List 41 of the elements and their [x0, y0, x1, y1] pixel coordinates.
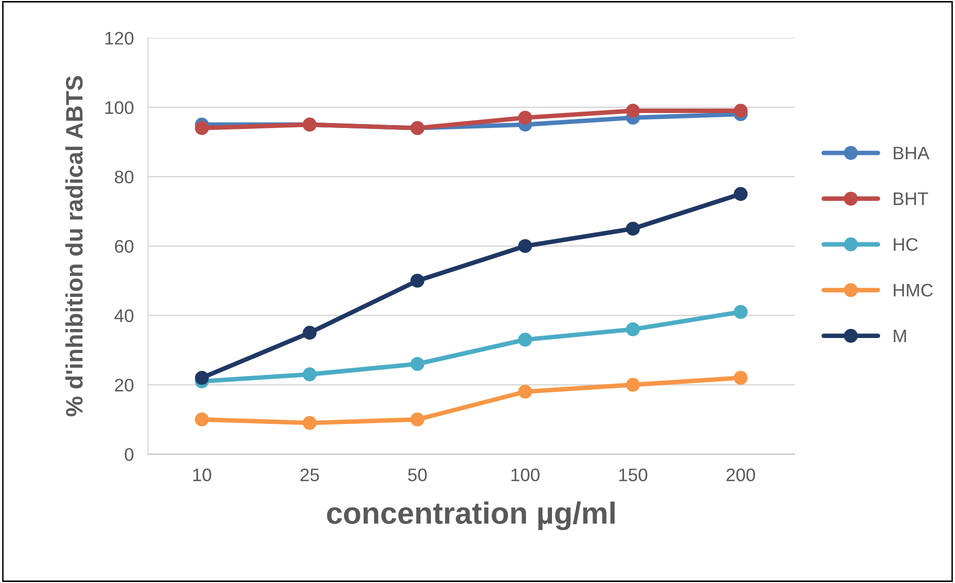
- x-axis-title: concentration µg/ml: [327, 502, 615, 530]
- legend-label: HC: [894, 238, 918, 251]
- y-tick-label: 80: [114, 170, 134, 184]
- point: [302, 367, 317, 382]
- point: [734, 187, 748, 201]
- point: [518, 110, 532, 125]
- y-tick-label: 0: [124, 448, 134, 461]
- point: [518, 239, 532, 253]
- point: [734, 304, 748, 319]
- point: [410, 412, 424, 426]
- point: [626, 322, 640, 336]
- point: [194, 370, 209, 385]
- x-tick-label: 100: [511, 468, 540, 482]
- legend-label: BHT: [894, 192, 928, 205]
- x-tick-label: 50: [408, 468, 427, 482]
- y-tick-label: 40: [114, 309, 134, 322]
- point: [518, 384, 532, 399]
- x-tick-label: 200: [726, 468, 756, 482]
- point: [410, 274, 424, 288]
- legend-label: BHA: [894, 146, 930, 160]
- x-tick-label: 150: [619, 468, 648, 482]
- x-tick-label: 25: [300, 468, 319, 482]
- y-tick-label: 120: [105, 32, 134, 45]
- legend-label: M: [894, 330, 906, 342]
- x-tick-label: 10: [193, 468, 212, 482]
- point: [194, 412, 209, 426]
- point: [410, 357, 424, 371]
- point: [734, 370, 748, 385]
- point: [626, 222, 640, 236]
- y-tick-label: 100: [105, 101, 134, 114]
- y-tick-label: 20: [114, 378, 134, 392]
- point: [302, 416, 317, 430]
- point: [518, 332, 532, 347]
- point: [626, 378, 640, 392]
- point: [194, 121, 209, 136]
- y-tick-label: 60: [114, 240, 134, 253]
- point: [734, 104, 748, 118]
- point: [302, 326, 317, 340]
- legend-label: HMC: [894, 284, 933, 297]
- point: [626, 104, 640, 118]
- y-axis-title: % d'inhibition du radical ABTS: [65, 76, 83, 416]
